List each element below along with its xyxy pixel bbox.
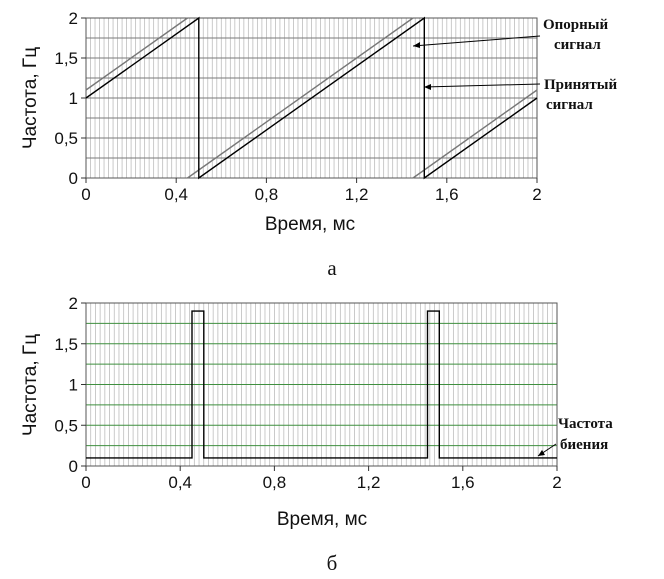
chart-b-y-tick-label: 1 bbox=[69, 376, 78, 395]
chart-a-reference-annotation: Опорный сигнал bbox=[412, 17, 609, 53]
chart-a-series-0-line bbox=[85, 17, 188, 91]
chart-b-beat-arrowhead bbox=[538, 450, 545, 456]
chart-a-x-tick-label: 1,2 bbox=[345, 185, 369, 204]
chart-a-reference-arrow bbox=[412, 35, 541, 47]
chart-a-y-tick-label: 0 bbox=[69, 169, 78, 188]
chart-b: 0 0,4 0,8 1,2 1,6 2 0 0,5 1 1,5 2 Время, мс Часто… bbox=[20, 294, 613, 575]
chart-a-received-annotation-line1: Принятый bbox=[544, 77, 617, 93]
chart-a-received-annotation-line2: сигнал bbox=[546, 97, 593, 113]
chart-a-x-tick-label: 2 bbox=[532, 185, 541, 204]
chart-a-reference-annotation-line2: сигнал bbox=[554, 37, 601, 53]
chart-b-y-tick-label: 0 bbox=[69, 457, 78, 476]
chart-b-x-tick-label: 0,4 bbox=[168, 473, 192, 492]
chart-b-x-axis-label: Время, мс bbox=[277, 509, 367, 530]
chart-b-y-tick-label: 2 bbox=[69, 294, 78, 313]
chart-a-received-arrowhead bbox=[424, 84, 431, 90]
chart-a-major-grid bbox=[86, 37, 537, 159]
chart-b-y-tick-label: 1,5 bbox=[54, 335, 78, 354]
chart-b-y-tick-label: 0,5 bbox=[54, 416, 78, 435]
chart-b-x-tick-label: 1,2 bbox=[357, 473, 381, 492]
chart-a-y-tick-label: 2 bbox=[69, 9, 78, 28]
chart-a-series-0-line bbox=[187, 17, 414, 179]
chart-a-received-annotation: Принятый сигнал bbox=[423, 77, 617, 113]
chart-b-x-tick-label: 0,8 bbox=[263, 473, 287, 492]
chart-a-x-axis-label: Время, мс bbox=[265, 214, 355, 235]
chart-a-y-axis-label: Частота, Гц bbox=[20, 47, 41, 149]
chart-a-series-1-line bbox=[85, 16, 538, 180]
chart-a-x-tick-label: 0,4 bbox=[164, 185, 188, 204]
chart-a-reference-annotation-line1: Опорный bbox=[543, 17, 609, 33]
chart-a-x-ticks: 0 0,4 0,8 1,2 1,6 2 bbox=[81, 178, 542, 204]
chart-b-series bbox=[86, 310, 557, 459]
chart-b-caption: б bbox=[327, 551, 338, 575]
chart-b-x-tick-label: 1,6 bbox=[451, 473, 475, 492]
chart-a-y-tick-label: 0,5 bbox=[54, 129, 78, 148]
chart-a-received-arrow bbox=[423, 83, 541, 88]
chart-a-y-tick-label: 1,5 bbox=[54, 49, 78, 68]
chart-b-major-grid bbox=[86, 322, 557, 447]
chart-b-beat-annotation-line2: биения bbox=[560, 437, 608, 453]
chart-b-x-tick-label: 0 bbox=[81, 473, 90, 492]
chart-a-series-0-line bbox=[412, 89, 538, 179]
chart-a-x-tick-label: 0,8 bbox=[255, 185, 279, 204]
chart-b-y-ticks: 0 0,5 1 1,5 2 bbox=[54, 294, 86, 476]
chart-b-x-tick-label: 2 bbox=[552, 473, 561, 492]
chart-a: 0 0,4 0,8 1,2 1,6 2 0 0,5 1 1,5 2 Время, мс Часто… bbox=[20, 9, 617, 280]
chart-a-x-tick-label: 1,6 bbox=[435, 185, 459, 204]
chart-b-series-0-line bbox=[86, 310, 557, 459]
chart-b-beat-annotation: Частота биения bbox=[537, 416, 613, 457]
chart-b-x-ticks: 0 0,4 0,8 1,2 1,6 2 bbox=[81, 466, 562, 492]
chart-a-reference-arrowhead bbox=[413, 42, 420, 48]
chart-a-y-tick-label: 1 bbox=[69, 89, 78, 108]
chart-a-series bbox=[85, 16, 538, 180]
chart-a-caption: а bbox=[327, 256, 337, 280]
chart-b-beat-annotation-line1: Частота bbox=[558, 416, 613, 432]
chart-b-y-axis-label: Частота, Гц bbox=[20, 334, 41, 436]
chart-a-y-ticks: 0 0,5 1 1,5 2 bbox=[54, 9, 86, 188]
chart-a-x-tick-label: 0 bbox=[81, 185, 90, 204]
